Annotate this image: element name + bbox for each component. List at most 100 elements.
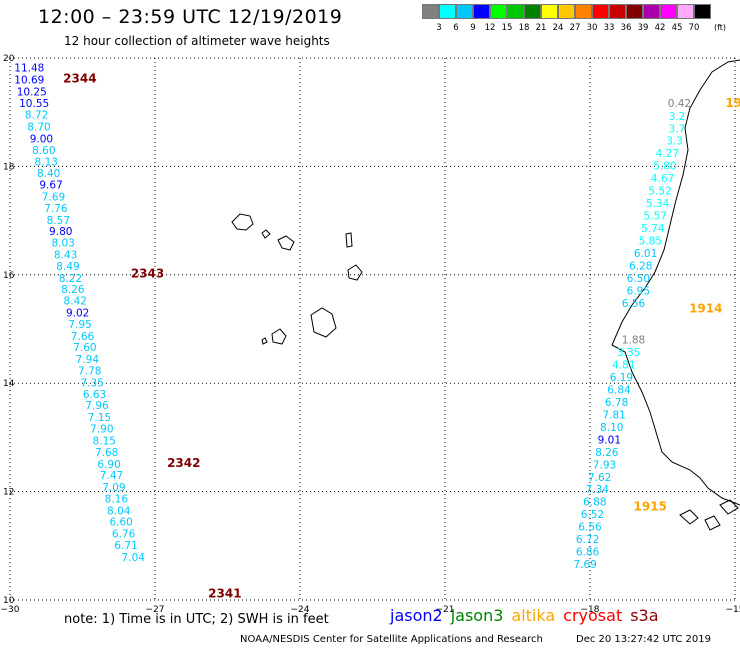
swh-value-label: 8.43 [54, 250, 77, 262]
cape-verde-island-6 [310, 307, 337, 338]
coastline [231, 59, 740, 531]
swh-value-label: 4.81 [612, 360, 635, 372]
swh-value-label: 6.52 [581, 509, 604, 521]
bissagos-islands [679, 499, 739, 531]
swh-value-label: 7.62 [588, 472, 611, 484]
color-swatch [439, 4, 456, 19]
swh-value-label: 7.68 [95, 447, 118, 459]
swh-value-label: 3.35 [617, 347, 640, 359]
swh-value-label: 0.42 [668, 98, 691, 110]
swh-value-label: 5.57 [644, 211, 667, 223]
swh-value-label: 7.04 [122, 552, 146, 564]
color-scale-label: 27 [569, 23, 581, 33]
satellite-legend-item: jason2 [390, 606, 443, 625]
swh-value-label: 6.84 [607, 384, 631, 396]
y-tick-label: 14 [3, 379, 15, 389]
swh-value-label: 7.60 [73, 342, 96, 354]
swh-value-label: 5.52 [648, 186, 671, 198]
swh-value-label: 6.63 [83, 389, 106, 401]
swh-value-label: 6.60 [109, 517, 132, 529]
swh-value-label: 6.50 [627, 273, 650, 285]
swh-value-label: 6.95 [627, 285, 650, 297]
swh-value-label: 5.85 [639, 235, 662, 247]
swh-value-label: 8.13 [35, 156, 58, 168]
swh-value-label: 8.10 [600, 422, 623, 434]
swh-value-label: 6.19 [610, 372, 633, 384]
swh-value-label: 5.74 [641, 223, 665, 235]
swh-value-label: 8.26 [595, 447, 619, 459]
pass-time-label: 1913 [725, 96, 740, 110]
cape-verde-island-8 [261, 337, 268, 345]
color-swatch [643, 4, 660, 19]
color-swatch [524, 4, 541, 19]
color-swatch [694, 4, 711, 19]
swh-value-label: 3.2 [669, 111, 686, 123]
swh-value-label: 6.90 [97, 459, 120, 471]
chart-subtitle: 12 hour collection of altimeter wave hei… [64, 34, 330, 48]
swh-value-label: 7.78 [78, 366, 101, 378]
swh-value-label: 5.34 [646, 198, 670, 210]
x-tick-label: −24 [291, 605, 310, 615]
swh-value-label: 7.76 [44, 203, 68, 215]
swh-value-label: 8.57 [47, 215, 70, 227]
color-swatch [626, 4, 643, 19]
swh-value-label: 7.95 [68, 319, 91, 331]
swh-value-label: 6.78 [605, 397, 628, 409]
swh-value-label: 9.80 [49, 226, 72, 238]
swh-value-label: 1.88 [622, 335, 645, 347]
satellite-legend-item: jason3 [450, 606, 504, 625]
satellite-legend-item: cryosat [563, 606, 623, 625]
swh-value-label: 7.93 [593, 459, 616, 471]
color-scale-label: 6 [453, 23, 459, 33]
swh-value-label: 7.35 [80, 377, 103, 389]
cape-verde-island-1 [231, 213, 254, 231]
swh-value-label: 7.66 [71, 331, 95, 343]
color-scale-label: 45 [671, 23, 683, 33]
color-swatch [456, 4, 473, 19]
color-scale-label: 15 [501, 23, 513, 33]
swh-value-label: 8.03 [51, 238, 74, 250]
swh-value-label: 7.34 [586, 484, 610, 496]
swh-value-label: 6.01 [634, 248, 657, 260]
chart-title: 12:00 – 23:59 UTC 12/19/2019 [38, 6, 343, 28]
color-swatch [558, 4, 575, 19]
swh-value-label: 5.80 [653, 161, 676, 173]
color-scale-label: 39 [637, 23, 649, 33]
swh-value-label: 7.69 [42, 192, 65, 204]
generation-timestamp: Dec 20 13:27:42 UTC 2019 [576, 634, 711, 645]
color-scale-label: 30 [586, 23, 598, 33]
color-scale-label: 21 [535, 23, 547, 33]
swh-value-label: 8.60 [32, 145, 55, 157]
swh-value-label: 8.15 [93, 435, 116, 447]
pass-time-label: 2341 [208, 586, 241, 600]
swh-value-label: 4.67 [651, 173, 674, 185]
swh-value-label: 7.96 [85, 400, 109, 412]
satellite-legend-item: altika [511, 606, 556, 625]
swh-value-label: 7.81 [602, 409, 625, 421]
swh-value-label: 6.56 [622, 298, 646, 310]
swh-value-label: 9.67 [39, 180, 62, 192]
color-swatch [592, 4, 609, 19]
color-swatch [473, 4, 490, 19]
color-swatch [422, 4, 439, 19]
pass-time-label: 1915 [634, 500, 667, 514]
swh-value-label: 7.15 [88, 412, 111, 424]
color-scale-label: 9 [470, 23, 476, 33]
swh-value-label: 6.86 [576, 547, 600, 559]
color-swatch [490, 4, 507, 19]
color-swatch [541, 4, 558, 19]
data-marks: 11.4810.6910.2510.558.728.709.008.608.13… [14, 63, 740, 601]
swh-value-label: 6.71 [114, 540, 137, 552]
swh-value-label: 8.49 [56, 261, 79, 273]
cape-verde-island-3 [277, 235, 295, 251]
color-scale-label: 12 [484, 23, 496, 33]
color-scale-label: 24 [552, 23, 564, 33]
swh-value-label: 8.16 [105, 493, 129, 505]
color-swatch [609, 4, 626, 19]
swh-value-label: 11.48 [14, 63, 44, 75]
swh-value-label: 3.3 [666, 136, 683, 148]
x-tick-label: −21 [436, 605, 455, 615]
swh-value-label: 10.55 [19, 98, 49, 110]
units-note: note: 1) Time is in UTC; 2) SWH is in fe… [64, 612, 329, 627]
color-swatch [507, 4, 524, 19]
